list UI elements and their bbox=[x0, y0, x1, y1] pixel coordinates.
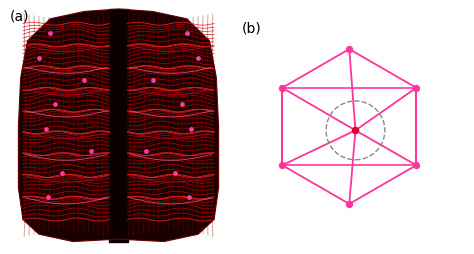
Text: (a): (a) bbox=[9, 10, 29, 24]
Point bbox=[278, 86, 286, 90]
Point bbox=[142, 149, 150, 153]
Point bbox=[185, 196, 193, 200]
Point bbox=[44, 196, 52, 200]
Text: (b): (b) bbox=[242, 22, 261, 36]
Point bbox=[46, 32, 54, 36]
Point bbox=[51, 103, 59, 107]
Point bbox=[352, 129, 359, 133]
Point bbox=[346, 48, 353, 52]
Point bbox=[172, 171, 179, 175]
Point bbox=[188, 128, 195, 132]
Point bbox=[149, 79, 156, 83]
Point bbox=[194, 57, 202, 61]
Point bbox=[87, 149, 95, 153]
Point bbox=[81, 79, 88, 83]
Point bbox=[58, 171, 65, 175]
Polygon shape bbox=[18, 10, 219, 242]
Point bbox=[35, 57, 43, 61]
Point bbox=[42, 128, 49, 132]
Point bbox=[346, 202, 353, 206]
Point bbox=[412, 164, 420, 168]
Point bbox=[183, 32, 191, 36]
Point bbox=[178, 103, 186, 107]
Point bbox=[412, 86, 420, 90]
Point bbox=[278, 164, 286, 168]
